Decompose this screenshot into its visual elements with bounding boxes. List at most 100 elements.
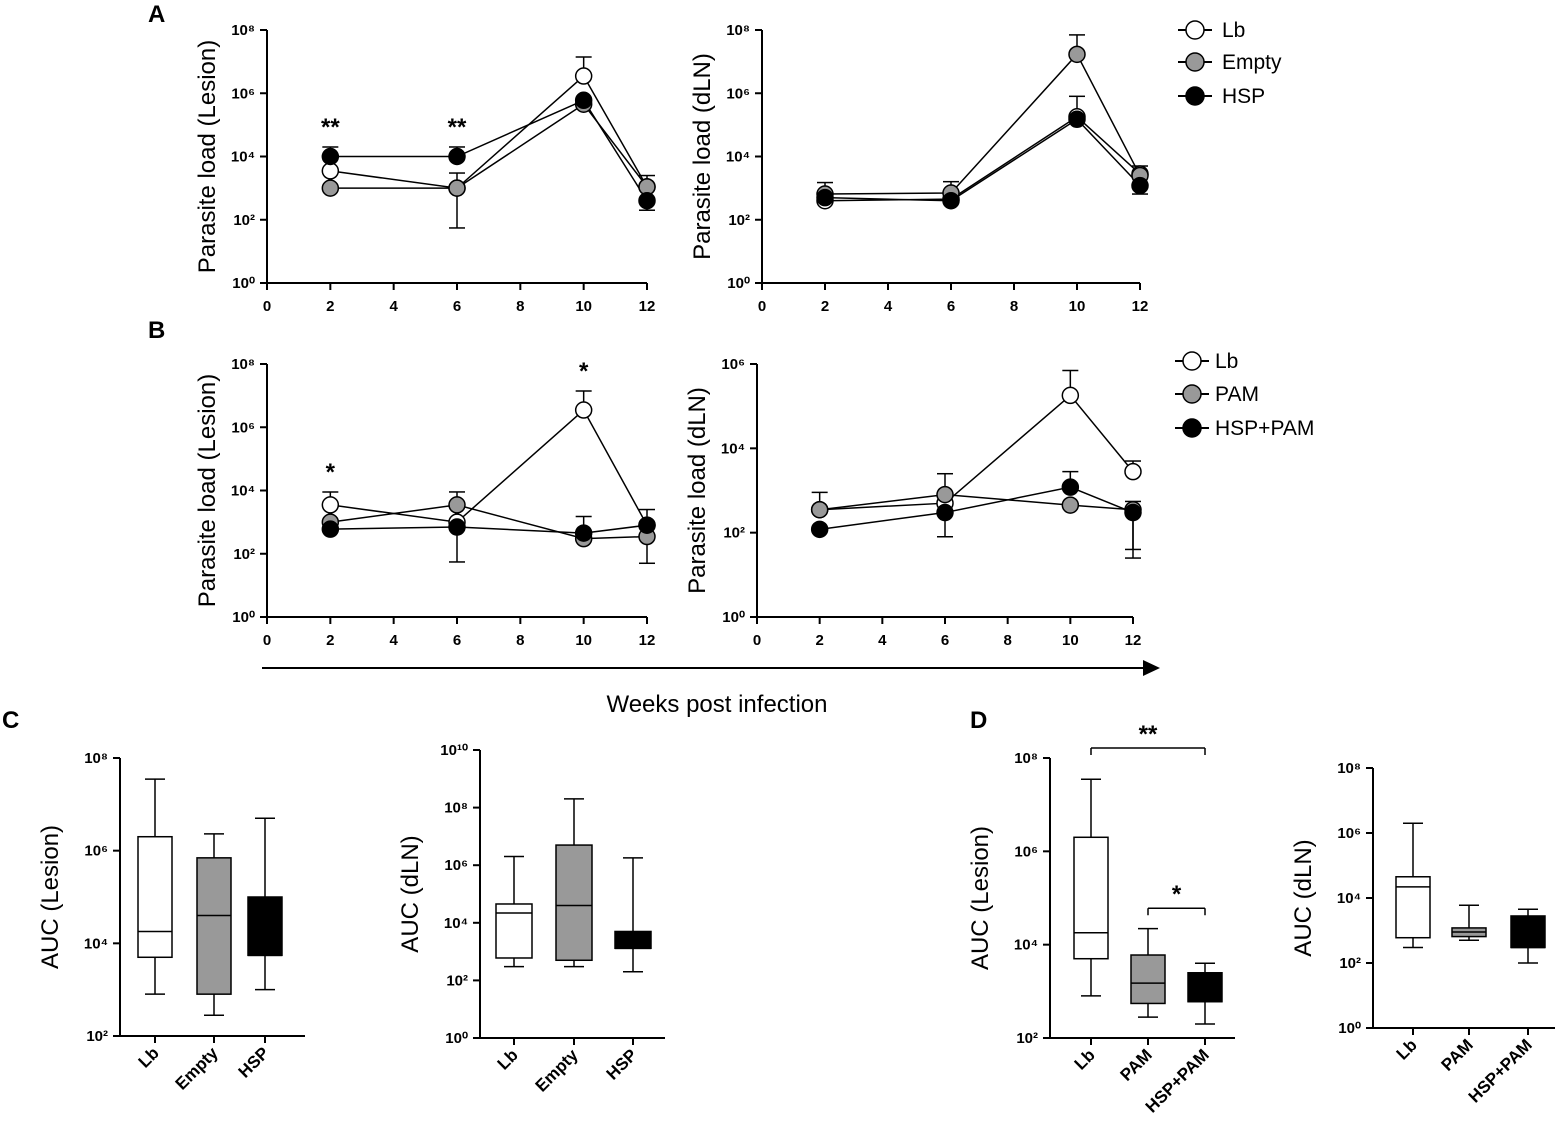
y-tick-label: 10⁴	[231, 483, 255, 500]
x-tick-label: 0	[753, 632, 761, 649]
series-line-pam	[330, 504, 648, 540]
y-tick-label: 10⁶	[231, 419, 255, 436]
x-tick-label: 6	[947, 298, 955, 315]
y-tick-label: 10⁸	[231, 356, 255, 373]
chart-C-lesion: 10² 10⁴ 10⁶ 10⁸ AUC (Lesion) Lb Empty HSP	[37, 750, 305, 1094]
significance-label: **	[1139, 721, 1158, 748]
y-tick-label: 10¹⁰	[440, 742, 468, 759]
x-tick-label: 8	[1003, 632, 1011, 649]
data-point-lb	[574, 67, 593, 85]
y-axis-label: Parasite load (dLN)	[689, 53, 716, 260]
data-point-empty	[448, 179, 466, 197]
data-point-hsp-pam	[448, 518, 466, 536]
legend-a-marker-2	[1185, 86, 1205, 106]
category-label: Lb	[1071, 1045, 1099, 1073]
category-label: Lb	[1393, 1035, 1421, 1063]
box-lb	[1395, 876, 1431, 939]
legend-b-label-1: PAM	[1215, 383, 1259, 406]
y-tick-label: 10⁰	[1338, 1020, 1361, 1037]
x-tick-label: 4	[884, 298, 893, 315]
significance-label: *	[326, 459, 336, 486]
x-tick-label: 12	[639, 632, 656, 649]
data-point-hsp	[321, 147, 340, 166]
y-tick-label: 10⁰	[232, 609, 255, 626]
x-tick-label: 10	[575, 298, 592, 315]
y-tick-label: 10⁰	[722, 609, 745, 626]
box-lb	[495, 903, 533, 959]
y-axis-label: AUC (Lesion)	[37, 825, 64, 969]
legend-b-label-0: Lb	[1215, 350, 1238, 373]
data-point-lb	[321, 162, 340, 180]
y-tick-label: 10⁸	[1337, 760, 1361, 777]
y-tick-label: 10⁸	[231, 22, 255, 39]
data-point-hsp	[638, 191, 656, 210]
category-label: Lb	[494, 1045, 522, 1073]
data-point-pam	[1061, 496, 1080, 514]
y-tick-label: 10⁴	[231, 149, 255, 166]
y-axis-label: AUC (dLN)	[1290, 839, 1317, 956]
category-label: Lb	[135, 1043, 163, 1071]
y-tick-label: 10⁸	[84, 750, 108, 767]
box-pam	[1130, 954, 1166, 1005]
y-tick-label: 10⁶	[1337, 825, 1361, 842]
x-tick-label: 0	[263, 298, 271, 315]
series-line-lb	[819, 394, 1134, 511]
x-tick-label: 2	[815, 632, 823, 649]
data-point-hsp-pam	[1061, 478, 1080, 496]
box-hsp	[247, 896, 283, 957]
y-tick-label: 10⁴	[1014, 937, 1038, 954]
y-tick-label: 10⁶	[1014, 843, 1038, 860]
chart-C-dln: 10⁰ 10² 10⁴ 10⁶ 10⁸ 10¹⁰ AUC (dLN) Lb Empty HSP	[397, 742, 665, 1096]
box-hsp	[614, 930, 652, 950]
series-line-hsp-pam	[819, 486, 1134, 531]
y-tick-label: 10⁶	[84, 843, 108, 860]
panel-label-d: D	[970, 707, 987, 734]
data-point-hsp	[1131, 176, 1149, 195]
y-tick-label: 10⁶	[231, 85, 255, 102]
x-tick-label: 0	[263, 632, 271, 649]
x-tick-label: 4	[389, 632, 398, 649]
x-tick-label: 4	[878, 632, 887, 649]
data-point-pam	[448, 496, 466, 514]
data-point-hsp	[816, 188, 834, 207]
legend-a-label-1: Empty	[1222, 51, 1282, 74]
series-line-empty	[824, 53, 1141, 195]
x-tick-label: 0	[758, 298, 766, 315]
legend-b-marker-0	[1182, 351, 1202, 371]
x-tick-label: 12	[1125, 632, 1142, 649]
y-tick-label: 10²	[1016, 1030, 1038, 1047]
category-label: Empty	[532, 1045, 583, 1096]
y-axis-label: AUC (dLN)	[397, 835, 424, 952]
x-tick-label: 10	[1069, 298, 1086, 315]
chart-A-lesion: 10⁰ 10² 10⁴ 10⁶ 10⁸ Parasite load (Lesion) 0 2 4…	[194, 22, 656, 315]
panel-label-a: A	[148, 1, 165, 28]
x-tick-label: 8	[516, 632, 524, 649]
category-label: HSP	[603, 1045, 641, 1083]
x-tick-label: 2	[326, 298, 334, 315]
legend-a: Lb Empty HSP	[1178, 19, 1282, 108]
significance-label: **	[448, 114, 467, 141]
y-axis-label: Parasite load (Lesion)	[194, 40, 221, 273]
y-tick-label: 10⁴	[1337, 890, 1361, 907]
y-axis-label: Parasite load (Lesion)	[194, 374, 221, 607]
x-tick-label: 6	[941, 632, 949, 649]
series-line-lb	[330, 408, 648, 526]
chart-B-dln: 10⁰ 10² 10⁴ 10⁶ Parasite load (dLN) 0 2 4 6 8 10 12	[684, 356, 1142, 649]
category-label: HSP+PAM	[1465, 1035, 1536, 1106]
series-line-hsp	[330, 99, 648, 202]
y-tick-label: 10⁴	[726, 149, 750, 166]
data-point-hsp-pam	[638, 516, 656, 534]
x-axis-title: Weeks post infection	[606, 691, 827, 718]
y-tick-label: 10²	[86, 1028, 108, 1045]
data-point-lb	[574, 401, 593, 419]
category-label: HSP	[235, 1043, 273, 1081]
data-point-hsp	[574, 91, 593, 110]
x-tick-label: 6	[453, 632, 461, 649]
legend-b: Lb PAM HSP+PAM	[1175, 350, 1314, 440]
y-tick-label: 10⁴	[721, 440, 745, 457]
data-point-empty	[1068, 45, 1086, 64]
data-point-pam	[810, 500, 829, 519]
box-empty	[555, 844, 593, 962]
x-tick-label: 6	[453, 298, 461, 315]
